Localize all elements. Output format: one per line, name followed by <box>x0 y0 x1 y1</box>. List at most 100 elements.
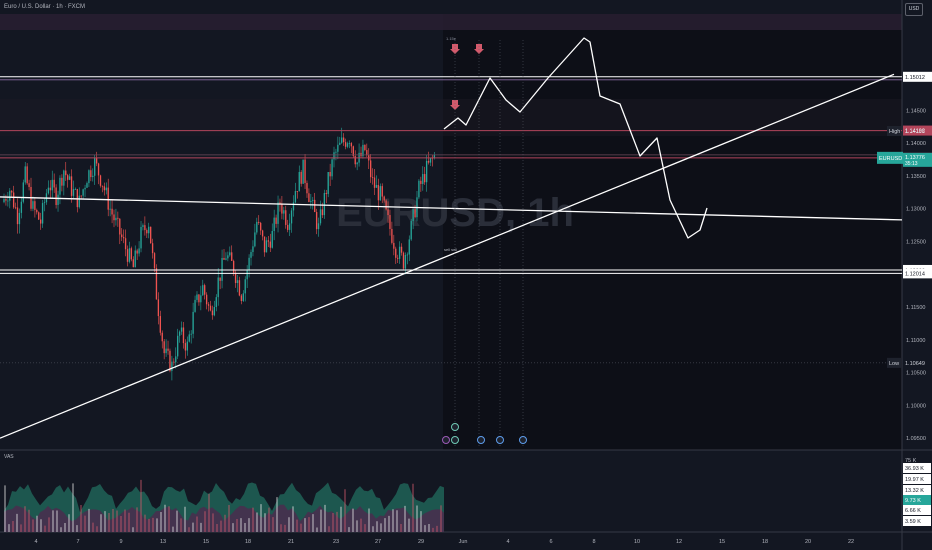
candle-body <box>364 144 366 151</box>
candle-body <box>205 294 208 305</box>
candle-body <box>369 160 372 178</box>
projection-path <box>443 37 708 239</box>
candle-body <box>109 208 111 210</box>
candle-body <box>381 186 383 197</box>
candle-body <box>72 189 75 196</box>
candle-body <box>283 210 285 214</box>
candle-body <box>124 238 127 250</box>
candle-body <box>275 217 277 224</box>
candle-body <box>161 332 163 342</box>
candle-body <box>105 187 107 191</box>
candle-body <box>271 230 273 248</box>
candle-body <box>68 176 71 180</box>
candle-body <box>128 248 131 262</box>
candle-body <box>290 210 293 224</box>
candle-body <box>51 179 53 191</box>
candle-body <box>267 240 270 242</box>
volume-axis-label: 6.66 K <box>905 508 921 514</box>
candle-body <box>94 158 96 176</box>
candle-body <box>182 327 185 344</box>
candle-body <box>157 299 160 317</box>
event-icon <box>477 436 485 444</box>
candle-body <box>389 215 391 229</box>
candle-body <box>333 152 335 160</box>
x-tick-label: 21 <box>288 539 294 545</box>
candle-body <box>398 246 401 259</box>
x-tick-label: 4 <box>506 539 509 545</box>
candle-body <box>339 142 341 145</box>
volume-axis-label: 13.32 K <box>905 488 924 494</box>
candle-body <box>111 208 113 215</box>
x-tick-label: 18 <box>245 539 251 545</box>
top-band <box>0 14 902 30</box>
level-price-text: 1.14192 <box>905 129 925 135</box>
candle-body <box>412 209 414 222</box>
candle-body <box>169 350 171 371</box>
candle-body <box>329 172 331 177</box>
candle-body <box>377 185 380 201</box>
level-annotation: 1.15e <box>446 36 457 41</box>
candle-body <box>32 201 34 209</box>
candle-body <box>371 177 374 178</box>
candle-body <box>121 234 123 238</box>
candle-body <box>227 255 229 259</box>
candle-body <box>312 199 314 201</box>
candle-body <box>107 187 109 210</box>
x-tick-label: Jun <box>459 539 468 545</box>
x-tick-label: 27 <box>375 539 381 545</box>
candle-body <box>420 180 422 184</box>
candle-body <box>314 199 316 213</box>
candle-body <box>219 277 221 281</box>
candle-body <box>225 258 227 260</box>
candle-body <box>342 137 345 143</box>
candle-body <box>61 177 63 186</box>
future-shaded-area <box>443 14 902 450</box>
candle-body <box>126 249 129 262</box>
candle-body <box>151 243 154 254</box>
low-marker-label: Low <box>889 361 899 367</box>
event-icon <box>519 436 527 444</box>
symbol-tag <box>877 151 903 164</box>
candle-body <box>402 252 405 269</box>
candle-body <box>422 174 424 184</box>
candle-body <box>391 228 393 243</box>
candle-body <box>337 144 339 152</box>
candle-body <box>408 239 410 255</box>
candle-body <box>404 254 407 269</box>
x-tick-label: 12 <box>676 539 682 545</box>
candle-body <box>395 248 397 258</box>
candle-body <box>74 189 77 190</box>
level-price-tag <box>903 71 932 82</box>
candle-body <box>319 209 322 224</box>
candle-body <box>350 143 353 147</box>
candle-body <box>341 137 343 143</box>
candle-body <box>47 187 50 194</box>
candle-body <box>327 172 329 194</box>
currency-button[interactable]: USD <box>905 3 923 16</box>
x-tick-label: 15 <box>719 539 725 545</box>
candle-body <box>76 189 79 208</box>
candle-body <box>285 210 287 225</box>
candle-body <box>119 218 121 235</box>
candle-body <box>223 258 225 260</box>
current-price-tag <box>903 152 932 167</box>
candle-body <box>433 154 436 158</box>
candle-body <box>425 160 428 183</box>
candle-body <box>279 202 281 204</box>
ascending-trendline <box>0 73 895 439</box>
candle-body <box>153 253 156 269</box>
candle-body <box>63 170 65 186</box>
candle-body <box>9 190 11 201</box>
y-tick-label: 1.12500 <box>906 240 926 246</box>
candle-body <box>263 236 266 253</box>
countdown-text: 35:13 <box>905 161 918 167</box>
candle-body <box>136 250 138 254</box>
candle-body <box>373 177 376 188</box>
candle-body <box>132 259 134 268</box>
volume-axis-label: 19.97 K <box>905 477 924 483</box>
y-tick-label: 1.13000 <box>906 207 926 213</box>
candle-body <box>207 304 210 306</box>
candle-body <box>177 335 179 357</box>
candle-body <box>331 159 333 177</box>
candle-body <box>414 209 416 218</box>
